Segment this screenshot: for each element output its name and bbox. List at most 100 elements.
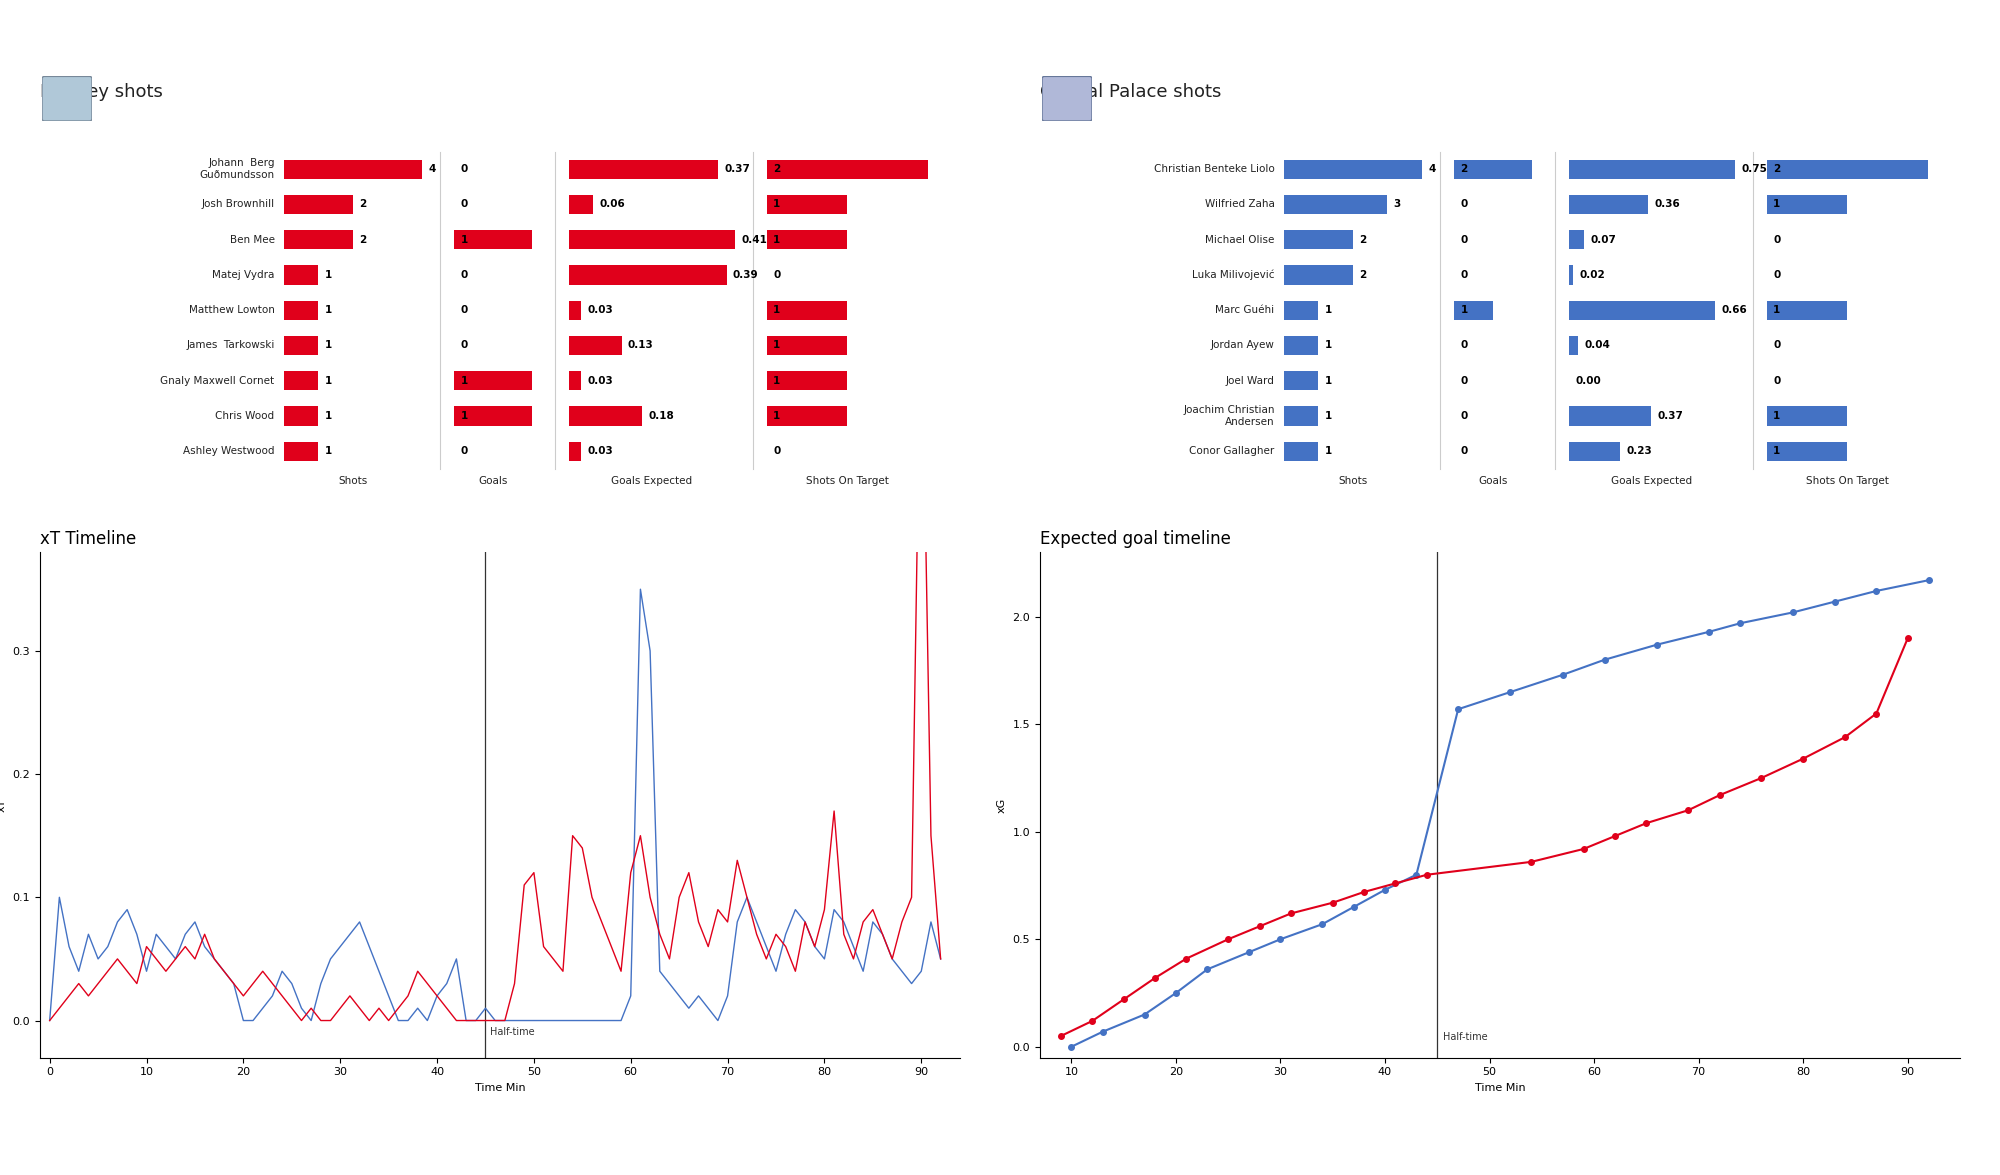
Text: 0: 0 xyxy=(774,270,780,280)
Text: 2: 2 xyxy=(1460,165,1468,174)
Bar xyxy=(570,442,582,461)
Text: 0.03: 0.03 xyxy=(588,446,614,456)
Text: 0.00: 0.00 xyxy=(1576,376,1602,385)
Bar xyxy=(1568,407,1650,425)
Text: 0: 0 xyxy=(1460,200,1468,209)
Bar xyxy=(570,407,642,425)
Text: 0.66: 0.66 xyxy=(1722,306,1746,315)
Bar xyxy=(1284,195,1388,214)
Bar xyxy=(570,160,718,179)
X-axis label: Time Min: Time Min xyxy=(1474,1083,1526,1093)
Text: 0.13: 0.13 xyxy=(628,341,654,350)
Text: Ben Mee: Ben Mee xyxy=(230,235,274,244)
Bar xyxy=(1766,407,1848,425)
Text: Johann  Berg
Guðmundsson: Johann Berg Guðmundsson xyxy=(200,159,274,180)
Text: Shots: Shots xyxy=(1338,476,1368,486)
Bar xyxy=(454,230,532,249)
Text: Half-time: Half-time xyxy=(1442,1033,1488,1042)
Bar xyxy=(1568,442,1620,461)
Text: Shots On Target: Shots On Target xyxy=(1806,476,1888,486)
Text: 2: 2 xyxy=(360,235,366,244)
Text: 1: 1 xyxy=(1324,341,1332,350)
Text: Goals: Goals xyxy=(478,476,508,486)
Bar xyxy=(1284,336,1318,355)
Bar xyxy=(454,371,532,390)
Text: 0.03: 0.03 xyxy=(588,306,614,315)
Text: 1: 1 xyxy=(1324,411,1332,421)
Text: 1: 1 xyxy=(324,341,332,350)
Bar xyxy=(284,407,318,425)
Y-axis label: xT: xT xyxy=(0,798,6,812)
Text: Joel Ward: Joel Ward xyxy=(1226,376,1274,385)
Bar xyxy=(1284,160,1422,179)
Bar xyxy=(766,336,848,355)
Text: 1: 1 xyxy=(324,446,332,456)
Text: 0: 0 xyxy=(460,306,468,315)
Text: Joachim Christian
Andersen: Joachim Christian Andersen xyxy=(1184,405,1274,427)
Bar xyxy=(766,407,848,425)
Text: 0.23: 0.23 xyxy=(1626,446,1652,456)
Text: 1: 1 xyxy=(1324,306,1332,315)
Text: 0: 0 xyxy=(1460,235,1468,244)
Text: Wilfried Zaha: Wilfried Zaha xyxy=(1204,200,1274,209)
Text: Shots On Target: Shots On Target xyxy=(806,476,888,486)
Bar xyxy=(284,160,422,179)
Text: 0: 0 xyxy=(1460,341,1468,350)
Bar xyxy=(570,336,622,355)
Text: 1: 1 xyxy=(324,376,332,385)
Bar xyxy=(1568,160,1734,179)
Text: 1: 1 xyxy=(774,235,780,244)
Text: Michael Olise: Michael Olise xyxy=(1206,235,1274,244)
Text: 1: 1 xyxy=(1774,200,1780,209)
Text: 2: 2 xyxy=(1360,270,1366,280)
Bar xyxy=(1284,230,1352,249)
Bar xyxy=(284,195,352,214)
Text: 4: 4 xyxy=(428,165,436,174)
Text: 1: 1 xyxy=(460,235,468,244)
Bar xyxy=(284,336,318,355)
Text: Josh Brownhill: Josh Brownhill xyxy=(202,200,274,209)
Bar xyxy=(1284,407,1318,425)
Text: Shots: Shots xyxy=(338,476,368,486)
Text: 0.39: 0.39 xyxy=(732,270,758,280)
Text: 1: 1 xyxy=(324,411,332,421)
Bar xyxy=(1284,442,1318,461)
Text: 0: 0 xyxy=(1460,270,1468,280)
Text: Gnaly Maxwell Cornet: Gnaly Maxwell Cornet xyxy=(160,376,274,385)
Bar xyxy=(766,160,928,179)
Bar xyxy=(1766,160,1928,179)
Text: 0.41: 0.41 xyxy=(742,235,766,244)
Text: 0.18: 0.18 xyxy=(648,411,674,421)
Bar xyxy=(284,301,318,320)
Text: 1: 1 xyxy=(1324,376,1332,385)
Text: 1: 1 xyxy=(1460,306,1468,315)
Text: 0: 0 xyxy=(1460,446,1468,456)
Text: 0.07: 0.07 xyxy=(1590,235,1616,244)
Bar xyxy=(1568,336,1578,355)
Text: 1: 1 xyxy=(774,306,780,315)
Bar xyxy=(570,195,594,214)
Text: Goals Expected: Goals Expected xyxy=(612,476,692,486)
Bar xyxy=(766,230,848,249)
Bar xyxy=(284,266,318,284)
Text: 4: 4 xyxy=(1428,165,1436,174)
Text: 0: 0 xyxy=(1460,411,1468,421)
Bar xyxy=(1454,160,1532,179)
Text: 0: 0 xyxy=(774,446,780,456)
Text: 2: 2 xyxy=(774,165,780,174)
Text: Matthew Lowton: Matthew Lowton xyxy=(188,306,274,315)
Text: 0.02: 0.02 xyxy=(1580,270,1606,280)
Text: 1: 1 xyxy=(774,341,780,350)
Text: 0.06: 0.06 xyxy=(600,200,626,209)
Text: 1: 1 xyxy=(324,306,332,315)
Text: 0: 0 xyxy=(1460,376,1468,385)
Text: Matej Vydra: Matej Vydra xyxy=(212,270,274,280)
Text: 0: 0 xyxy=(1774,235,1780,244)
Text: 2: 2 xyxy=(1360,235,1366,244)
Text: 1: 1 xyxy=(1774,446,1780,456)
Text: 3: 3 xyxy=(1394,200,1400,209)
Bar xyxy=(1568,230,1584,249)
Text: James  Tarkowski: James Tarkowski xyxy=(186,341,274,350)
Text: 0: 0 xyxy=(1774,341,1780,350)
Text: 0: 0 xyxy=(460,270,468,280)
